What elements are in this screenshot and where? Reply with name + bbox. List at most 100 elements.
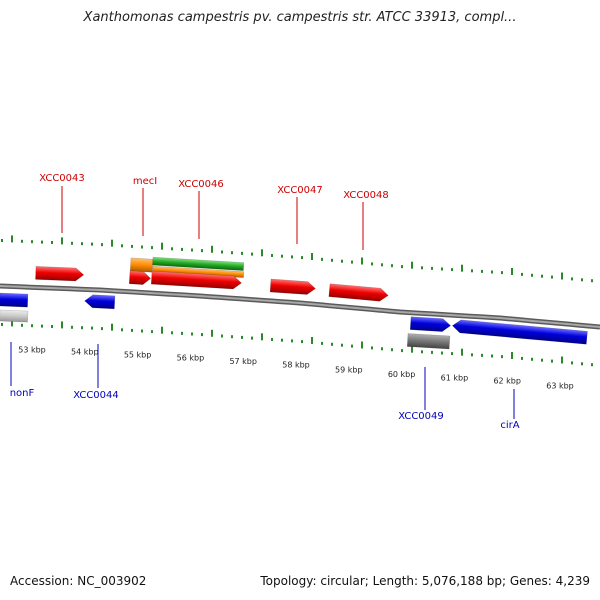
reverse-tick-minor <box>321 341 323 345</box>
reverse-tick-minor <box>471 353 473 357</box>
reverse-tick-minor <box>281 338 283 342</box>
blue-gene-a[interactable] <box>0 292 29 308</box>
axis-tick-label: 54 kbp <box>71 347 99 356</box>
axis-tick-label: 57 kbp <box>229 357 257 366</box>
forward-tick-minor <box>591 279 593 283</box>
red-gene-c[interactable] <box>150 270 242 290</box>
forward-tick-minor <box>221 250 223 254</box>
reverse-tick-minor <box>231 335 233 339</box>
forward-tick-minor <box>91 242 93 246</box>
reverse-tick-minor <box>301 340 303 344</box>
blue-gene-b[interactable] <box>84 294 116 310</box>
forward-tick-major <box>311 253 313 260</box>
forward-tick-minor <box>401 265 403 269</box>
reverse-tick-minor <box>251 336 253 340</box>
map-title: Xanthomonas campestris pv. campestris st… <box>83 10 517 25</box>
forward-tick-minor <box>201 249 203 253</box>
forward-tick-minor <box>531 273 533 277</box>
reverse-tick-major <box>561 356 563 364</box>
forward-tick-minor <box>301 256 303 260</box>
reverse-tick-minor <box>391 348 393 352</box>
forward-tick-minor <box>1 239 3 242</box>
gene-label-nonf[interactable]: nonF <box>10 388 35 399</box>
forward-tick-major <box>561 272 563 280</box>
red-gene-d[interactable] <box>269 278 316 295</box>
gray-gene-a[interactable] <box>406 333 451 350</box>
forward-tick-minor <box>381 263 383 267</box>
reverse-tick-minor <box>131 328 133 332</box>
forward-tick-minor <box>41 240 43 244</box>
red-gene-e[interactable] <box>328 283 389 302</box>
backbone-layer <box>0 283 600 330</box>
gene-label-xcc0049[interactable]: XCC0049 <box>398 411 444 422</box>
reverse-tick-minor <box>171 331 173 335</box>
reverse-tick-minor <box>431 350 433 354</box>
forward-tick-minor <box>31 240 33 244</box>
light-gene-a[interactable] <box>0 309 29 323</box>
reverse-tick-minor <box>291 339 293 343</box>
reverse-tick-minor <box>491 354 493 358</box>
forward-tick-minor <box>181 247 183 251</box>
axis-tick-label: 53 kbp <box>18 345 46 354</box>
axis-tick-label: 60 kbp <box>388 370 416 379</box>
reverse-tick-minor <box>571 361 573 365</box>
reverse-tick-minor <box>121 328 123 332</box>
forward-tick-minor <box>171 247 173 251</box>
reverse-tick-major <box>211 329 213 337</box>
reverse-tick-minor <box>341 343 343 347</box>
gene-label-meci[interactable]: mecI <box>133 176 157 187</box>
reverse-tick-minor <box>41 324 43 328</box>
red-gene-b[interactable] <box>128 270 151 285</box>
orange-gene-b[interactable] <box>152 265 245 278</box>
forward-tick-minor <box>191 248 193 252</box>
axis-tick-label: 59 kbp <box>335 365 363 374</box>
orange-gene-a[interactable] <box>129 257 154 273</box>
reverse-tick-minor <box>541 358 543 362</box>
reverse-tick-minor <box>31 324 33 328</box>
red-gene-a[interactable] <box>35 266 85 282</box>
forward-tick-minor <box>241 251 243 255</box>
reverse-tick-major <box>161 326 163 334</box>
forward-tick-minor <box>251 252 253 256</box>
reverse-tick-minor <box>51 325 53 328</box>
blue-gene-c[interactable] <box>409 316 451 332</box>
forward-tick-major <box>211 245 213 253</box>
axis-tick-label: 62 kbp <box>493 377 521 386</box>
label-leaders <box>10 186 515 419</box>
forward-tick-minor <box>121 244 123 248</box>
forward-tick-minor <box>491 270 493 274</box>
backbone-line <box>0 285 600 328</box>
genes-layer <box>0 256 588 350</box>
forward-tick-ring <box>1 235 593 283</box>
reverse-tick-major <box>311 337 313 344</box>
reverse-tick-minor <box>101 327 103 331</box>
forward-tick-major <box>411 261 413 269</box>
reverse-tick-minor <box>141 329 143 333</box>
forward-tick-minor <box>431 266 433 270</box>
axis-tick-label: 55 kbp <box>124 350 152 359</box>
gene-label-xcc0046[interactable]: XCC0046 <box>178 179 224 190</box>
forward-tick-minor <box>51 241 53 244</box>
forward-tick-minor <box>501 271 503 275</box>
reverse-tick-minor <box>451 352 453 356</box>
blue-gene-d[interactable] <box>452 319 588 345</box>
forward-tick-minor <box>281 254 283 258</box>
genome-summary-text: Topology: circular; Length: 5,076,188 bp… <box>260 574 590 588</box>
gene-label-xcc0047[interactable]: XCC0047 <box>277 185 323 196</box>
reverse-tick-minor <box>501 355 503 359</box>
gene-label-xcc0043[interactable]: XCC0043 <box>39 173 85 184</box>
gene-label-xcc0048[interactable]: XCC0048 <box>343 190 389 201</box>
reverse-tick-minor <box>551 359 553 363</box>
gene-label-cira[interactable]: cirA <box>500 420 519 431</box>
axis-tick-label: 56 kbp <box>177 353 205 362</box>
reverse-tick-major <box>261 333 263 341</box>
gene-label-xcc0044[interactable]: XCC0044 <box>73 390 119 401</box>
forward-tick-minor <box>271 254 273 257</box>
reverse-tick-major <box>111 323 113 331</box>
axis-tick-labels: 53 kbp 54 kbp 55 kbp 56 kbp 57 kbp 58 kbp 59 k… <box>18 345 574 390</box>
forward-tick-minor <box>141 245 143 249</box>
green-gene[interactable] <box>152 256 245 271</box>
reverse-tick-major <box>411 345 413 353</box>
forward-tick-minor <box>481 269 483 273</box>
